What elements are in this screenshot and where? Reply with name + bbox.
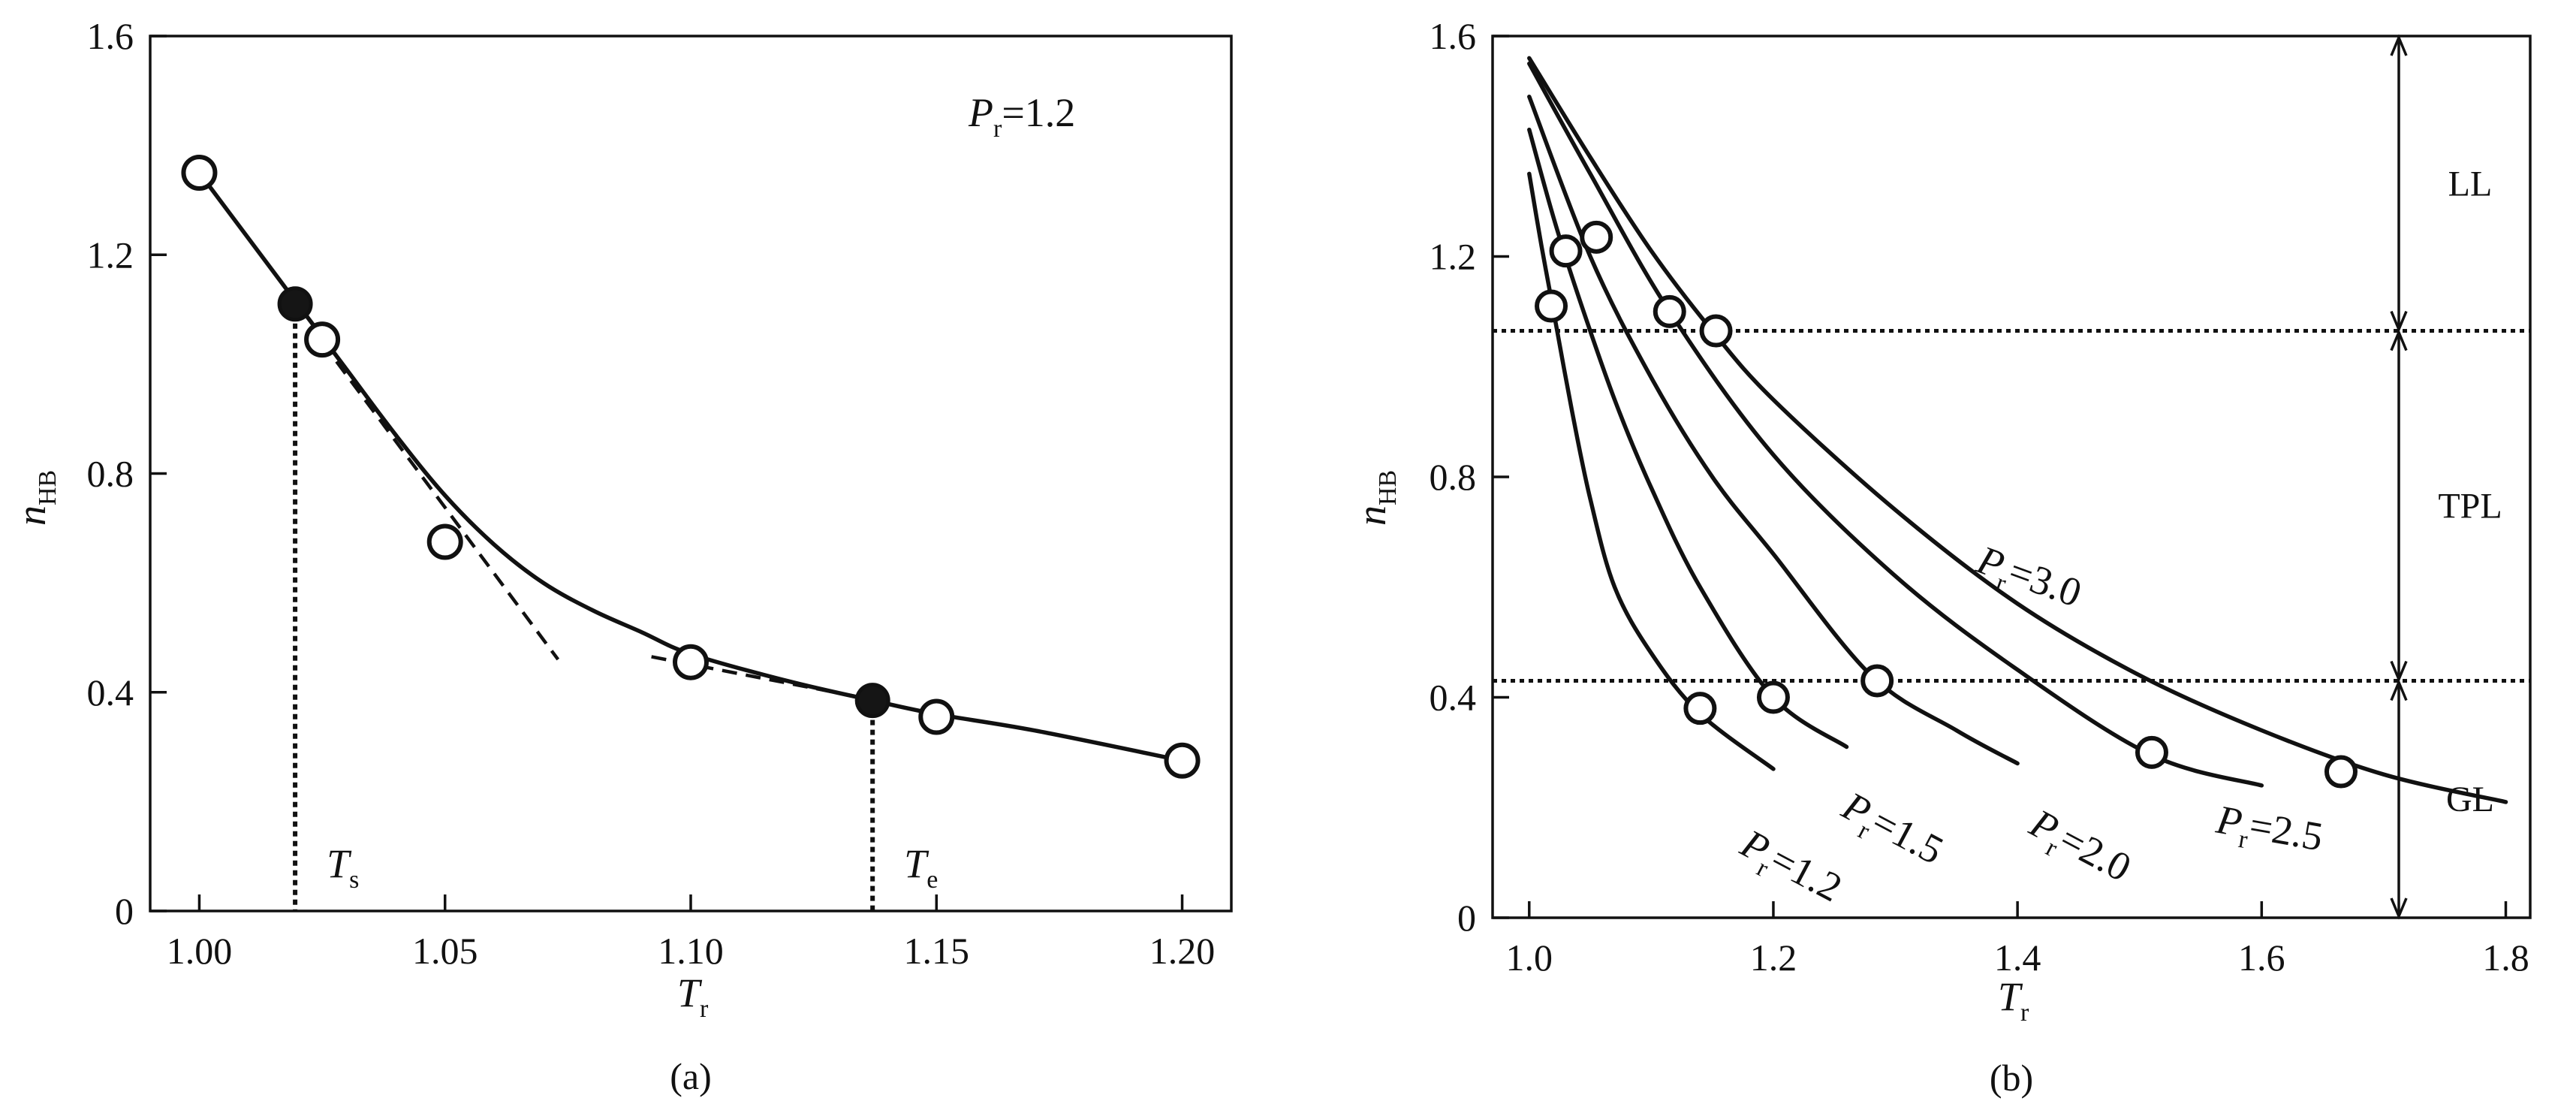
panel-a-filled-marker [277, 286, 313, 322]
panel-a-xtick-label: 1.05 [412, 930, 478, 972]
panel-b-arrowhead-up [2390, 678, 2408, 701]
panel-a-xtick-label: 1.15 [904, 930, 970, 972]
panel-b-open-marker [1580, 220, 1613, 254]
panel-b-label: (b) [1990, 1057, 2033, 1099]
panel-a-xlabel: Tr [677, 970, 709, 1023]
panel-a-te-label-main: T [904, 841, 929, 886]
panel-a-annotation-rest: =1.2 [1002, 90, 1075, 135]
panel-a-te-label-sub: e [926, 866, 938, 894]
panel-a-xtick-label: 1.20 [1149, 930, 1216, 972]
panel-b-arrowhead-up [2390, 329, 2408, 351]
panel-b-open-marker [1756, 680, 1790, 714]
panel-a-annotation-sub: r [993, 115, 1002, 143]
panel-b-open-marker [2135, 735, 2168, 769]
panel-a-xtick-label: 1.10 [658, 930, 724, 972]
panel-b-ylabel: nHB [1349, 470, 1402, 526]
panel-b-open-marker [1653, 294, 1686, 328]
panel-a-ylabel-main: n [9, 505, 54, 526]
panel-b-curve [1527, 56, 2508, 804]
panel-b-curve [1527, 127, 1849, 750]
panel-b-ylabel-sub: HB [1374, 470, 1402, 505]
panel-b-region-label: TPL [2438, 487, 2502, 526]
panel-b-open-marker [1535, 289, 1568, 323]
panel-b-xtick-label: 1.8 [2482, 937, 2529, 979]
panel-a-ts-label-sub: s [349, 866, 359, 894]
panel-b-xlabel: Tr [1998, 974, 2029, 1027]
panel-a-ts-label-main: T [327, 841, 352, 886]
panel-a-annotation: Pr=1.2 [968, 90, 1075, 143]
panel-b-region-label: LL [2448, 164, 2493, 204]
panel-b-ytick-label: 0.4 [1430, 677, 1477, 719]
panel-a-label: (a) [670, 1055, 712, 1097]
panel-b-open-marker [2324, 755, 2358, 789]
panel-b-ytick-label: 1.2 [1430, 236, 1477, 278]
panel-b-ytick-label: 0 [1457, 897, 1476, 939]
panel-a-ytick-label: 0.4 [87, 671, 134, 713]
panel-a-open-marker [918, 698, 955, 735]
panel-a-tangent-line [321, 341, 560, 661]
panel-a-open-marker [304, 321, 341, 358]
panel-a-open-marker [673, 644, 709, 680]
panel-b-ytick-label: 0.8 [1430, 456, 1477, 498]
panel-b-curve [1527, 61, 2264, 788]
panel-a-annotation-main: P [968, 90, 993, 135]
panel-a-xtick-label: 1.00 [167, 930, 233, 972]
panel-b-xlabel-sub: r [2020, 999, 2029, 1027]
panel-b-curve [1527, 94, 2020, 766]
panel-a-ylabel-sub: HB [34, 470, 62, 505]
panel-b-open-marker [1699, 314, 1733, 348]
panel-a-ytick-label: 1.6 [87, 15, 134, 57]
panel-b-xtick-label: 1.2 [1750, 937, 1797, 979]
panel-a-open-marker [181, 155, 218, 192]
panel-b-xtick-label: 1.4 [1994, 937, 2041, 979]
panel-b-xlabel-main: T [1998, 974, 2023, 1019]
panel-a-filled-marker [854, 683, 890, 719]
panel-b-ytick-label: 1.6 [1430, 15, 1477, 57]
panel-b-arrowhead-up [2390, 34, 2408, 56]
panel-a-open-marker [1164, 742, 1201, 779]
panel-b-open-marker [1860, 664, 1894, 698]
panel-b-ylabel-main: n [1349, 505, 1394, 526]
panel-a-xlabel-main: T [677, 970, 703, 1015]
panel-a-chart: 1.00 1.05 1.10 1.15 1.20 0 0.4 0.8 1.2 1.6 Tr nHB Pr… [9, 15, 1233, 1097]
panel-a-ts-label: Ts [327, 841, 359, 894]
panel-a-ylabel: nHB [9, 470, 62, 526]
panel-b-open-marker [1683, 692, 1717, 725]
panel-a-open-marker [426, 523, 463, 560]
panel-b-xtick-label: 1.0 [1506, 937, 1553, 979]
panel-b-arrowhead-down [2390, 897, 2408, 920]
panel-a-ytick-label: 1.2 [87, 234, 134, 276]
panel-b-open-marker [1549, 234, 1583, 268]
panel-a-te-label: Te [904, 841, 938, 894]
panel-a-ytick-label: 0 [115, 890, 134, 932]
panel-a-xlabel-sub: r [700, 995, 709, 1023]
panel-a-ytick-label: 0.8 [87, 453, 134, 495]
panel-b-xtick-label: 1.6 [2238, 937, 2285, 979]
